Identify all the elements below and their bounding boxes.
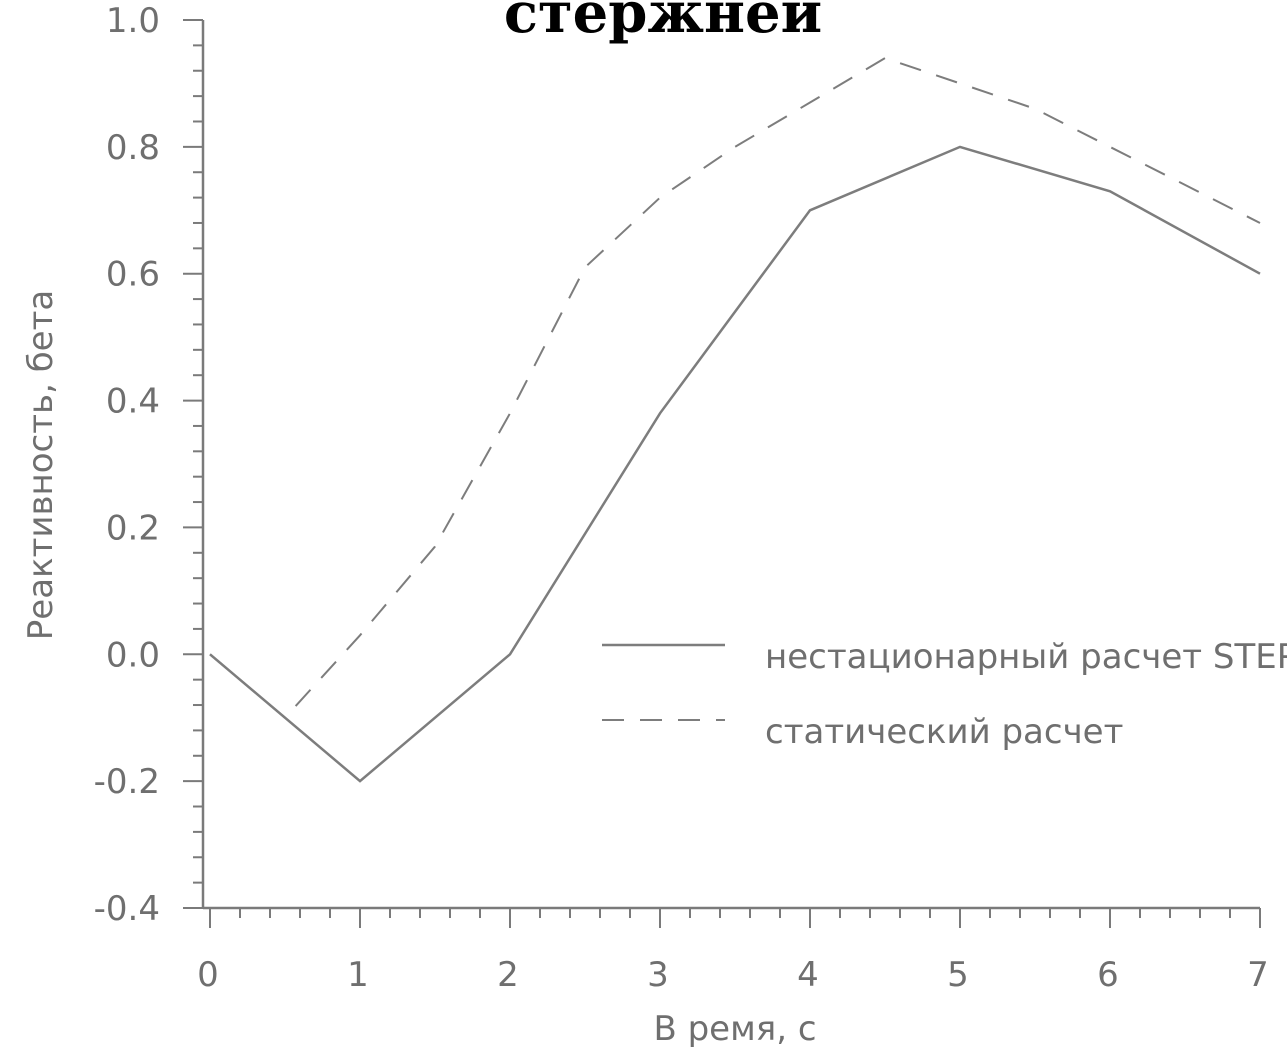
x-tick-label: 7 xyxy=(1247,955,1269,995)
x-tick-label: 3 xyxy=(647,955,669,995)
x-tick-label: 2 xyxy=(497,955,519,995)
series-group xyxy=(209,57,1261,783)
y-ticks: 1.0 0.8 0.6 0.4 0.2 0.0 -0.2 -0.4 xyxy=(94,1,203,929)
legend: нестационарный расчет STEPAN статический… xyxy=(602,637,1287,752)
y-tick-label: 1.0 xyxy=(106,1,160,41)
y-tick-label: 0.2 xyxy=(106,508,160,548)
x-tick-label: 0 xyxy=(197,955,219,995)
x-tick-label: 6 xyxy=(1097,955,1119,995)
x-tick-label: 5 xyxy=(947,955,969,995)
chart-title: стержней xyxy=(504,0,822,46)
series-line-static xyxy=(209,57,1261,720)
y-tick-label: 0.0 xyxy=(106,635,160,675)
y-tick-label: 0.8 xyxy=(106,128,160,168)
legend-label-static: статический расчет xyxy=(765,712,1123,752)
y-axis-label: Реактивность, бета xyxy=(21,290,61,640)
y-tick-label: -0.4 xyxy=(94,889,160,929)
x-ticks: 0 1 2 3 4 5 6 7 xyxy=(197,908,1269,995)
x-tick-label: 4 xyxy=(797,955,819,995)
x-tick-label: 1 xyxy=(347,955,369,995)
x-axis-label: В ремя, с xyxy=(653,1009,816,1049)
y-tick-label: -0.2 xyxy=(94,762,160,802)
y-tick-label: 0.6 xyxy=(106,255,160,295)
series-line-nonstationary xyxy=(209,145,1261,783)
y-tick-label: 0.4 xyxy=(106,382,160,422)
legend-label-nonstationary: нестационарный расчет STEPAN xyxy=(765,637,1287,677)
